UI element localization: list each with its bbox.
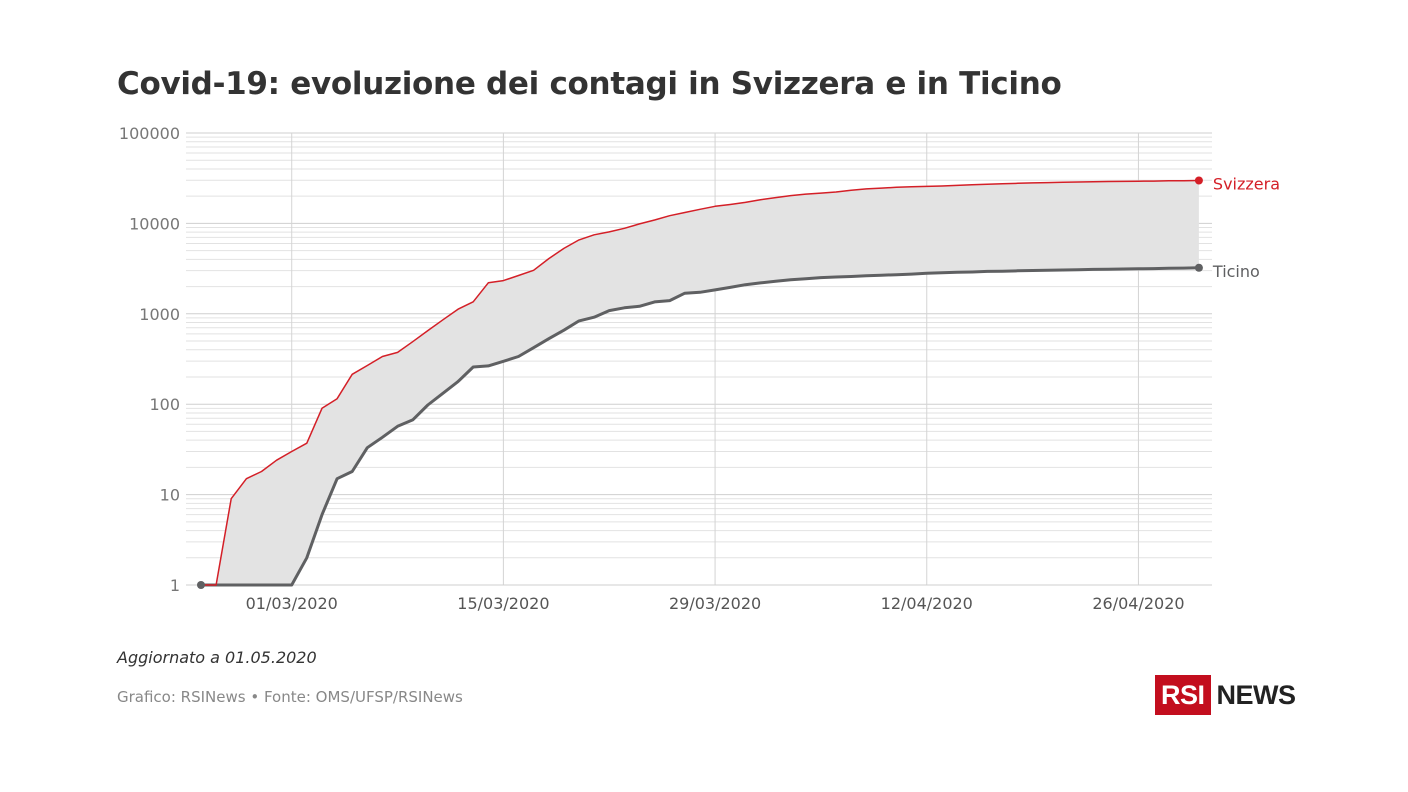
y-tick-label: 1 [170,576,180,595]
series-lines: Ticino Svizzera [197,175,1280,589]
series-start-point-ticino [197,581,205,589]
y-tick-label: 100 [149,395,180,414]
series-label-ticino: Ticino [1212,262,1260,281]
x-axis: 01/03/2020 15/03/2020 29/03/2020 12/04/2020… [246,594,1185,613]
series-line-svizzera [201,179,1199,586]
y-axis: 1 10 100 1000 10000 100000 [119,124,180,595]
updated-note: Aggiornato a 01.05.2020 [117,648,317,667]
chart-title: Covid-19: evoluzione dei contagi in Sviz… [117,66,1062,102]
y-tick-label: 100000 [119,124,180,143]
logo-text: NEWS [1216,679,1297,710]
y-tick-label: 10 [160,486,180,505]
x-tick-label: 01/03/2020 [246,594,338,613]
series-label-svizzera: Svizzera [1213,175,1280,194]
source-credit: Grafico: RSINews • Fonte: OMS/UFSP/RSINe… [117,688,463,706]
series-line-ticino [201,266,1199,587]
y-tick-label: 10000 [129,214,180,233]
series-end-point-svizzera [1194,176,1203,185]
x-tick-label: 15/03/2020 [457,594,549,613]
range-band [201,180,1199,585]
y-tick-label: 1000 [139,305,180,324]
x-tick-label: 26/04/2020 [1092,594,1184,613]
x-tick-label: 29/03/2020 [669,594,761,613]
x-tick-label: 12/04/2020 [881,594,973,613]
series-end-point-ticino [1194,263,1203,272]
logo-box: RSI [1155,675,1211,715]
rsi-news-logo: RSI NEWS [1155,675,1296,715]
chart: 1 10 100 1000 10000 100000 01/03/2020 15/03/20… [119,124,1280,613]
